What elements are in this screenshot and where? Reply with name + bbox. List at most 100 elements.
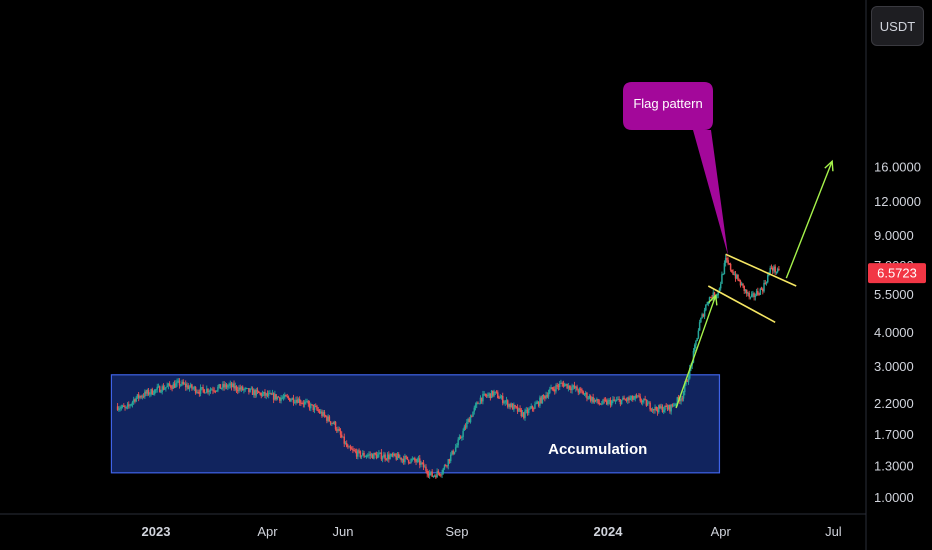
candle-body	[468, 419, 471, 423]
candle-body	[733, 274, 736, 276]
candle-body	[445, 465, 447, 467]
candle-body	[151, 389, 154, 395]
candle-body	[184, 383, 187, 388]
candle-body	[266, 393, 269, 396]
candle-body	[296, 399, 298, 403]
candle-body	[395, 456, 397, 460]
candle-body	[364, 456, 367, 458]
candle-body	[604, 400, 607, 401]
candle-body	[556, 385, 558, 387]
candle-body	[416, 458, 419, 462]
candle-body	[764, 282, 767, 284]
candle-body	[374, 453, 376, 455]
candle-body	[596, 399, 598, 401]
candle-body	[281, 397, 284, 399]
candle-body	[703, 310, 706, 317]
candle-body	[619, 399, 622, 405]
candle-body	[265, 393, 267, 396]
candle-body	[759, 288, 762, 295]
candle-body	[484, 393, 487, 396]
candle-body	[643, 398, 645, 401]
candle-body	[666, 407, 669, 410]
candle-body	[443, 465, 446, 469]
candle-body	[763, 282, 765, 292]
candle-body	[614, 400, 617, 402]
candle-body	[749, 296, 752, 298]
candle-body	[718, 288, 721, 292]
candle-body	[758, 294, 760, 296]
candle-body	[469, 416, 472, 423]
candle-body	[282, 397, 285, 399]
candle-body	[774, 266, 776, 273]
candle-body	[734, 274, 737, 279]
candle-body	[550, 387, 552, 390]
candle-body	[306, 401, 308, 402]
target-arrow	[785, 159, 834, 279]
candle-body	[175, 383, 177, 388]
time-tick-label: Apr	[711, 524, 732, 539]
candle-body	[339, 430, 342, 435]
candle-body	[230, 383, 233, 388]
candle-body	[234, 385, 237, 389]
candle-body	[576, 386, 578, 391]
candle-body	[769, 267, 771, 273]
candle-body	[503, 402, 505, 404]
candle-body	[771, 268, 774, 271]
candle-body	[162, 386, 165, 390]
candle-body	[152, 394, 155, 395]
candle-body	[125, 406, 128, 408]
candle-body	[586, 392, 588, 399]
candle-body	[467, 419, 469, 423]
candle-body	[661, 406, 664, 412]
candle-body	[762, 288, 764, 292]
time-tick-label: Apr	[257, 524, 278, 539]
candle-body	[740, 283, 743, 286]
candle-body	[178, 380, 181, 386]
candle-body	[183, 383, 186, 385]
candle-body	[201, 387, 203, 388]
price-tick-label: 2.2000	[874, 396, 914, 411]
candle-body	[658, 405, 660, 413]
candle-body	[192, 388, 194, 390]
candle-body	[554, 389, 556, 392]
candle-body	[523, 412, 525, 418]
candle-body	[150, 389, 152, 394]
candle-body	[539, 397, 541, 406]
candle-body	[176, 381, 178, 384]
candle-body	[670, 404, 672, 412]
candle-body	[232, 383, 234, 388]
candle-body	[419, 458, 421, 465]
candle-body	[757, 291, 759, 295]
candle-body	[677, 397, 680, 399]
time-axis[interactable]: 2023 Apr Jun Sep 2024 Apr Jul	[142, 524, 842, 539]
flag-upper-line	[725, 253, 797, 287]
candle-body	[607, 400, 609, 405]
arrow-shaft	[675, 295, 717, 409]
candle-body	[227, 386, 229, 388]
currency-selector-button[interactable]: USDT	[871, 6, 924, 46]
candle-body	[722, 273, 724, 275]
candle-body	[376, 454, 379, 459]
candle-body	[624, 399, 627, 401]
candle-body	[509, 404, 511, 408]
candle-body	[701, 314, 703, 319]
candle-body	[161, 386, 163, 392]
candle-body	[627, 397, 629, 401]
time-tick-label: 2024	[594, 524, 624, 539]
candle-body	[411, 458, 414, 460]
candle-body	[613, 399, 615, 401]
price-axis[interactable]: 1.0000 1.3000 1.7000 2.2000 3.0000 4.0000 5.50…	[874, 160, 921, 505]
candle-body	[245, 388, 248, 389]
candle-body	[332, 423, 334, 424]
candle-body	[568, 385, 571, 389]
candle-body	[464, 426, 467, 428]
candle-body	[601, 403, 603, 405]
candle-body	[492, 390, 494, 396]
candle-body	[508, 404, 510, 407]
candle-body	[594, 399, 597, 401]
candle-body	[669, 405, 671, 412]
candle-body	[331, 423, 333, 424]
candle-body	[448, 459, 451, 462]
candle-body	[193, 387, 196, 389]
